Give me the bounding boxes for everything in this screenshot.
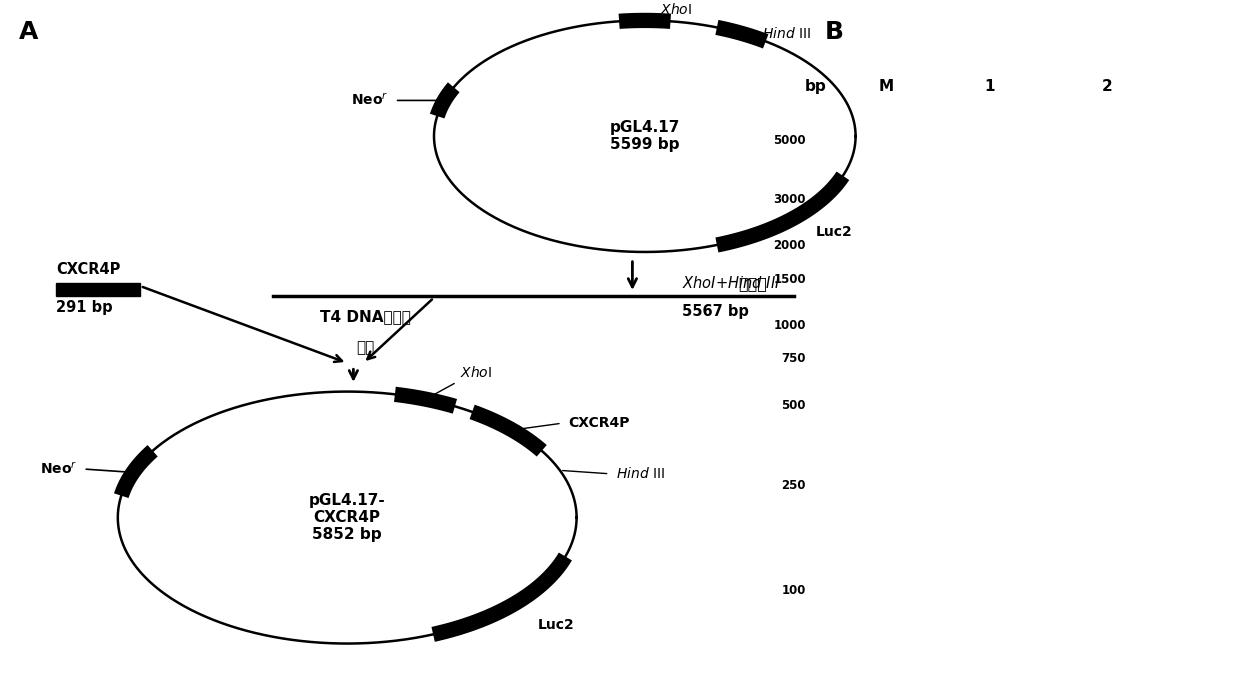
Text: 5567 bp: 5567 bp [682,304,749,319]
Text: 291 bp: 291 bp [56,300,113,315]
Text: bp: bp [805,79,827,94]
Text: B: B [825,20,843,44]
Text: 3000: 3000 [774,193,806,206]
Text: 750: 750 [781,352,806,365]
Text: CXCR4P: CXCR4P [56,262,120,277]
Text: 500: 500 [781,399,806,412]
Text: Luc2: Luc2 [537,618,574,633]
Text: Neo$^r$: Neo$^r$ [351,93,388,108]
Text: $\mathit{Xho}$I: $\mathit{Xho}$I [660,2,692,17]
Text: CXCR4P: CXCR4P [568,416,630,430]
Text: 连接: 连接 [357,340,374,355]
Text: $\mathit{Xho}$I+$\mathit{Hind}$ III: $\mathit{Xho}$I+$\mathit{Hind}$ III [682,275,780,291]
Text: $\mathit{Hind}$ III: $\mathit{Hind}$ III [763,27,811,42]
Text: 1: 1 [985,79,994,94]
Text: 100: 100 [781,584,806,597]
Text: $\mathit{Xho}$I: $\mathit{Xho}$I [460,365,492,380]
Text: T4 DNA连接酶: T4 DNA连接酶 [320,309,412,324]
Bar [56,283,140,296]
Text: pGL4.17-
CXCR4P
5852 bp: pGL4.17- CXCR4P 5852 bp [309,492,386,543]
Text: 双酶切: 双酶切 [738,276,766,291]
Text: 1000: 1000 [774,319,806,332]
Text: 2: 2 [1102,79,1112,94]
Text: A: A [19,20,38,44]
Text: pGL4.17
5599 bp: pGL4.17 5599 bp [610,120,680,153]
Text: M: M [879,79,894,94]
Text: $\mathit{Hind}$ III: $\mathit{Hind}$ III [616,466,665,481]
Text: 2000: 2000 [774,240,806,253]
Text: 1500: 1500 [774,272,806,285]
Text: 5000: 5000 [774,134,806,147]
Text: Neo$^r$: Neo$^r$ [40,461,77,477]
Text: 250: 250 [781,479,806,492]
Text: Luc2: Luc2 [816,225,853,239]
